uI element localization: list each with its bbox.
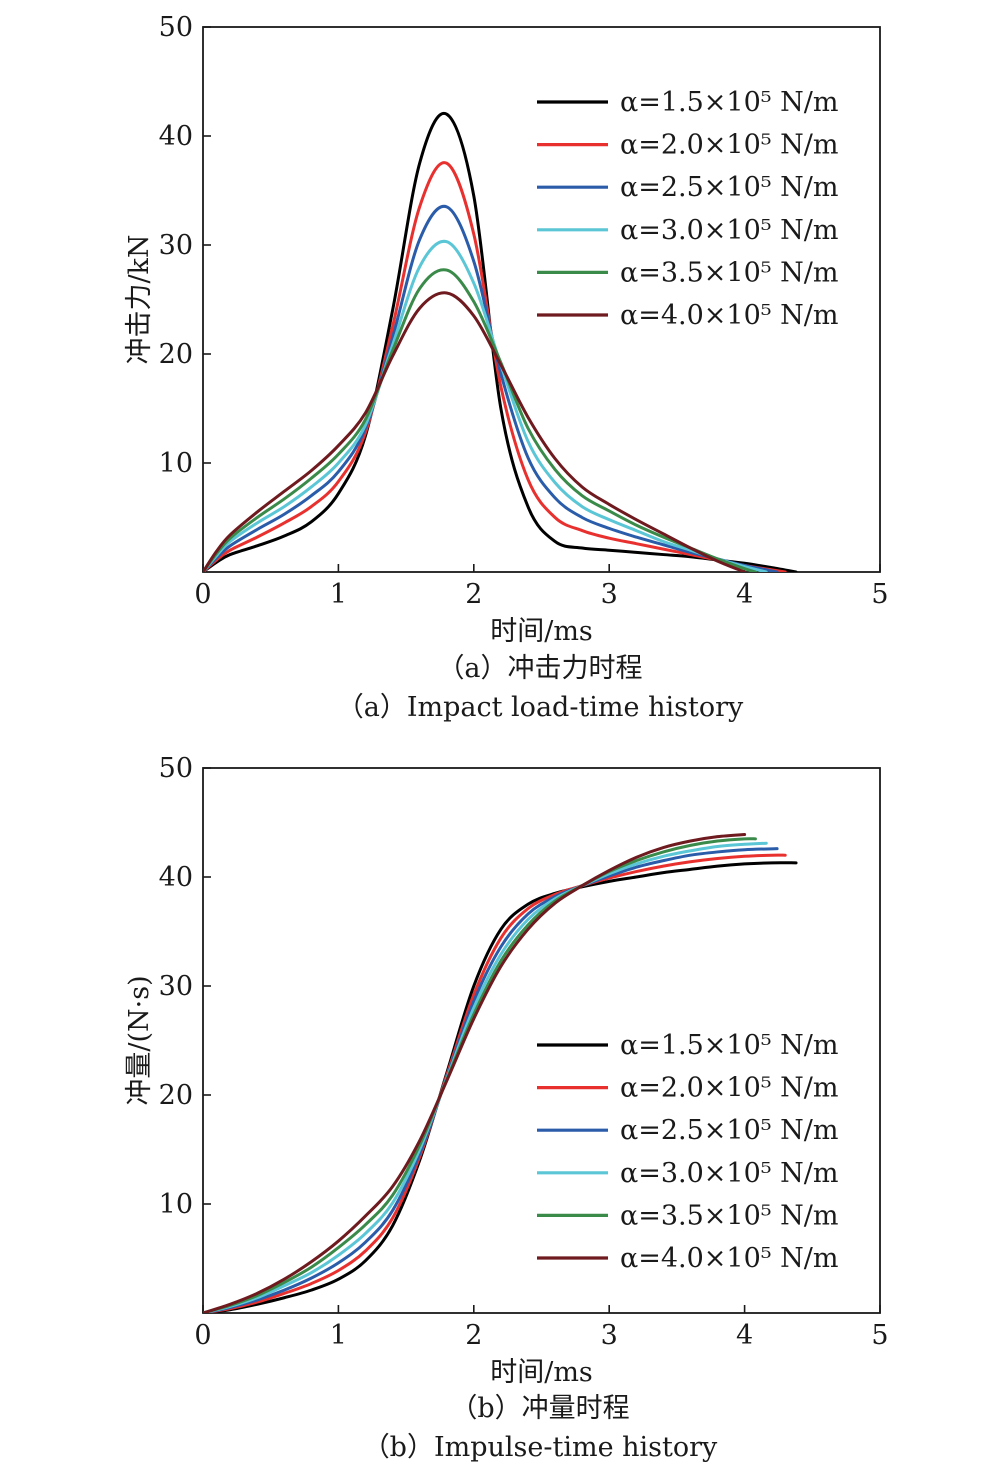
chart-panel-b: 0 1 2 3 4 5 10 20 30 40 50 时间/ms 冲量/(N·s) α=1.5×10⁵ N… xyxy=(124,753,889,1463)
x-tick-label: 5 xyxy=(871,579,888,610)
x-tick-label: 3 xyxy=(601,579,618,610)
x-tick-label: 2 xyxy=(465,1320,482,1351)
series-line-2 xyxy=(203,161,787,572)
x-tick-label: 4 xyxy=(736,1320,753,1351)
caption-english: （b）Impulse-time history xyxy=(363,1432,718,1463)
y-tick-label: 10 xyxy=(159,1189,193,1220)
y-tick-label: 50 xyxy=(159,12,193,43)
legend: α=1.5×10⁵ N/m α=2.0×10⁵ N/m α=2.5×10⁵ N/m α… xyxy=(537,87,839,331)
plot-frame xyxy=(202,767,881,1314)
series-line-3 xyxy=(203,204,779,572)
legend-entry-4: α=3.0×10⁵ N/m xyxy=(620,215,839,246)
legend-entry-1: α=1.5×10⁵ N/m xyxy=(620,1030,839,1061)
series-line-3 xyxy=(203,847,779,1313)
legend-entry-6: α=4.0×10⁵ N/m xyxy=(620,1243,839,1274)
y-tick-label: 30 xyxy=(159,230,193,261)
x-tick-label: 3 xyxy=(601,1320,618,1351)
caption-chinese: （a）冲击力时程 xyxy=(437,653,642,684)
plot-frame xyxy=(202,26,881,573)
caption-chinese: （b）冲量时程 xyxy=(450,1393,629,1424)
x-tick-label: 1 xyxy=(330,1320,347,1351)
legend-entry-3: α=2.5×10⁵ N/m xyxy=(620,1115,839,1146)
series-line-5 xyxy=(203,837,757,1313)
x-tick-label: 0 xyxy=(194,579,211,610)
legend-entry-1: α=1.5×10⁵ N/m xyxy=(620,87,839,118)
y-axis-label: 冲击力/kN xyxy=(124,234,155,364)
legend-entry-5: α=3.5×10⁵ N/m xyxy=(620,1200,839,1231)
legend-entry-5: α=3.5×10⁵ N/m xyxy=(620,257,839,288)
series-line-6 xyxy=(203,291,747,572)
y-tick-label: 50 xyxy=(159,753,193,784)
y-axis-label: 冲量/(N·s) xyxy=(124,975,155,1105)
x-tick-label: 2 xyxy=(465,579,482,610)
legend-entry-6: α=4.0×10⁵ N/m xyxy=(620,300,839,331)
x-axis-label: 时间/ms xyxy=(490,1357,593,1388)
x-tick-label: 0 xyxy=(194,1320,211,1351)
x-axis-label: 时间/ms xyxy=(490,616,593,647)
y-tick-label: 30 xyxy=(159,971,193,1002)
y-tick-label: 40 xyxy=(159,862,193,893)
chart-panel-a: 0 1 2 3 4 5 10 20 30 40 50 时间/ms 冲击力/kN α=1.5×10⁵ N/m… xyxy=(124,12,889,723)
y-tick-label: 20 xyxy=(159,339,193,370)
x-tick-label: 4 xyxy=(736,579,753,610)
y-tick-label: 20 xyxy=(159,1080,193,1111)
series-line-5 xyxy=(203,268,757,572)
series-line-2 xyxy=(203,853,787,1313)
legend-entry-3: α=2.5×10⁵ N/m xyxy=(620,172,839,203)
legend-entry-2: α=2.0×10⁵ N/m xyxy=(620,1073,839,1104)
series-line-6 xyxy=(203,832,747,1313)
y-tick-label: 40 xyxy=(159,121,193,152)
series-line-1 xyxy=(203,111,798,572)
legend: α=1.5×10⁵ N/m α=2.0×10⁵ N/m α=2.5×10⁵ N/m α… xyxy=(537,1030,839,1274)
series-line-4 xyxy=(203,841,768,1313)
series-line-1 xyxy=(203,861,798,1313)
y-tick-label: 10 xyxy=(159,448,193,479)
legend-entry-4: α=3.0×10⁵ N/m xyxy=(620,1158,839,1189)
legend-entry-2: α=2.0×10⁵ N/m xyxy=(620,130,839,161)
caption-english: （a）Impact load-time history xyxy=(337,692,744,723)
x-tick-label: 5 xyxy=(871,1320,888,1351)
x-tick-label: 1 xyxy=(330,579,347,610)
series-line-4 xyxy=(203,239,768,572)
